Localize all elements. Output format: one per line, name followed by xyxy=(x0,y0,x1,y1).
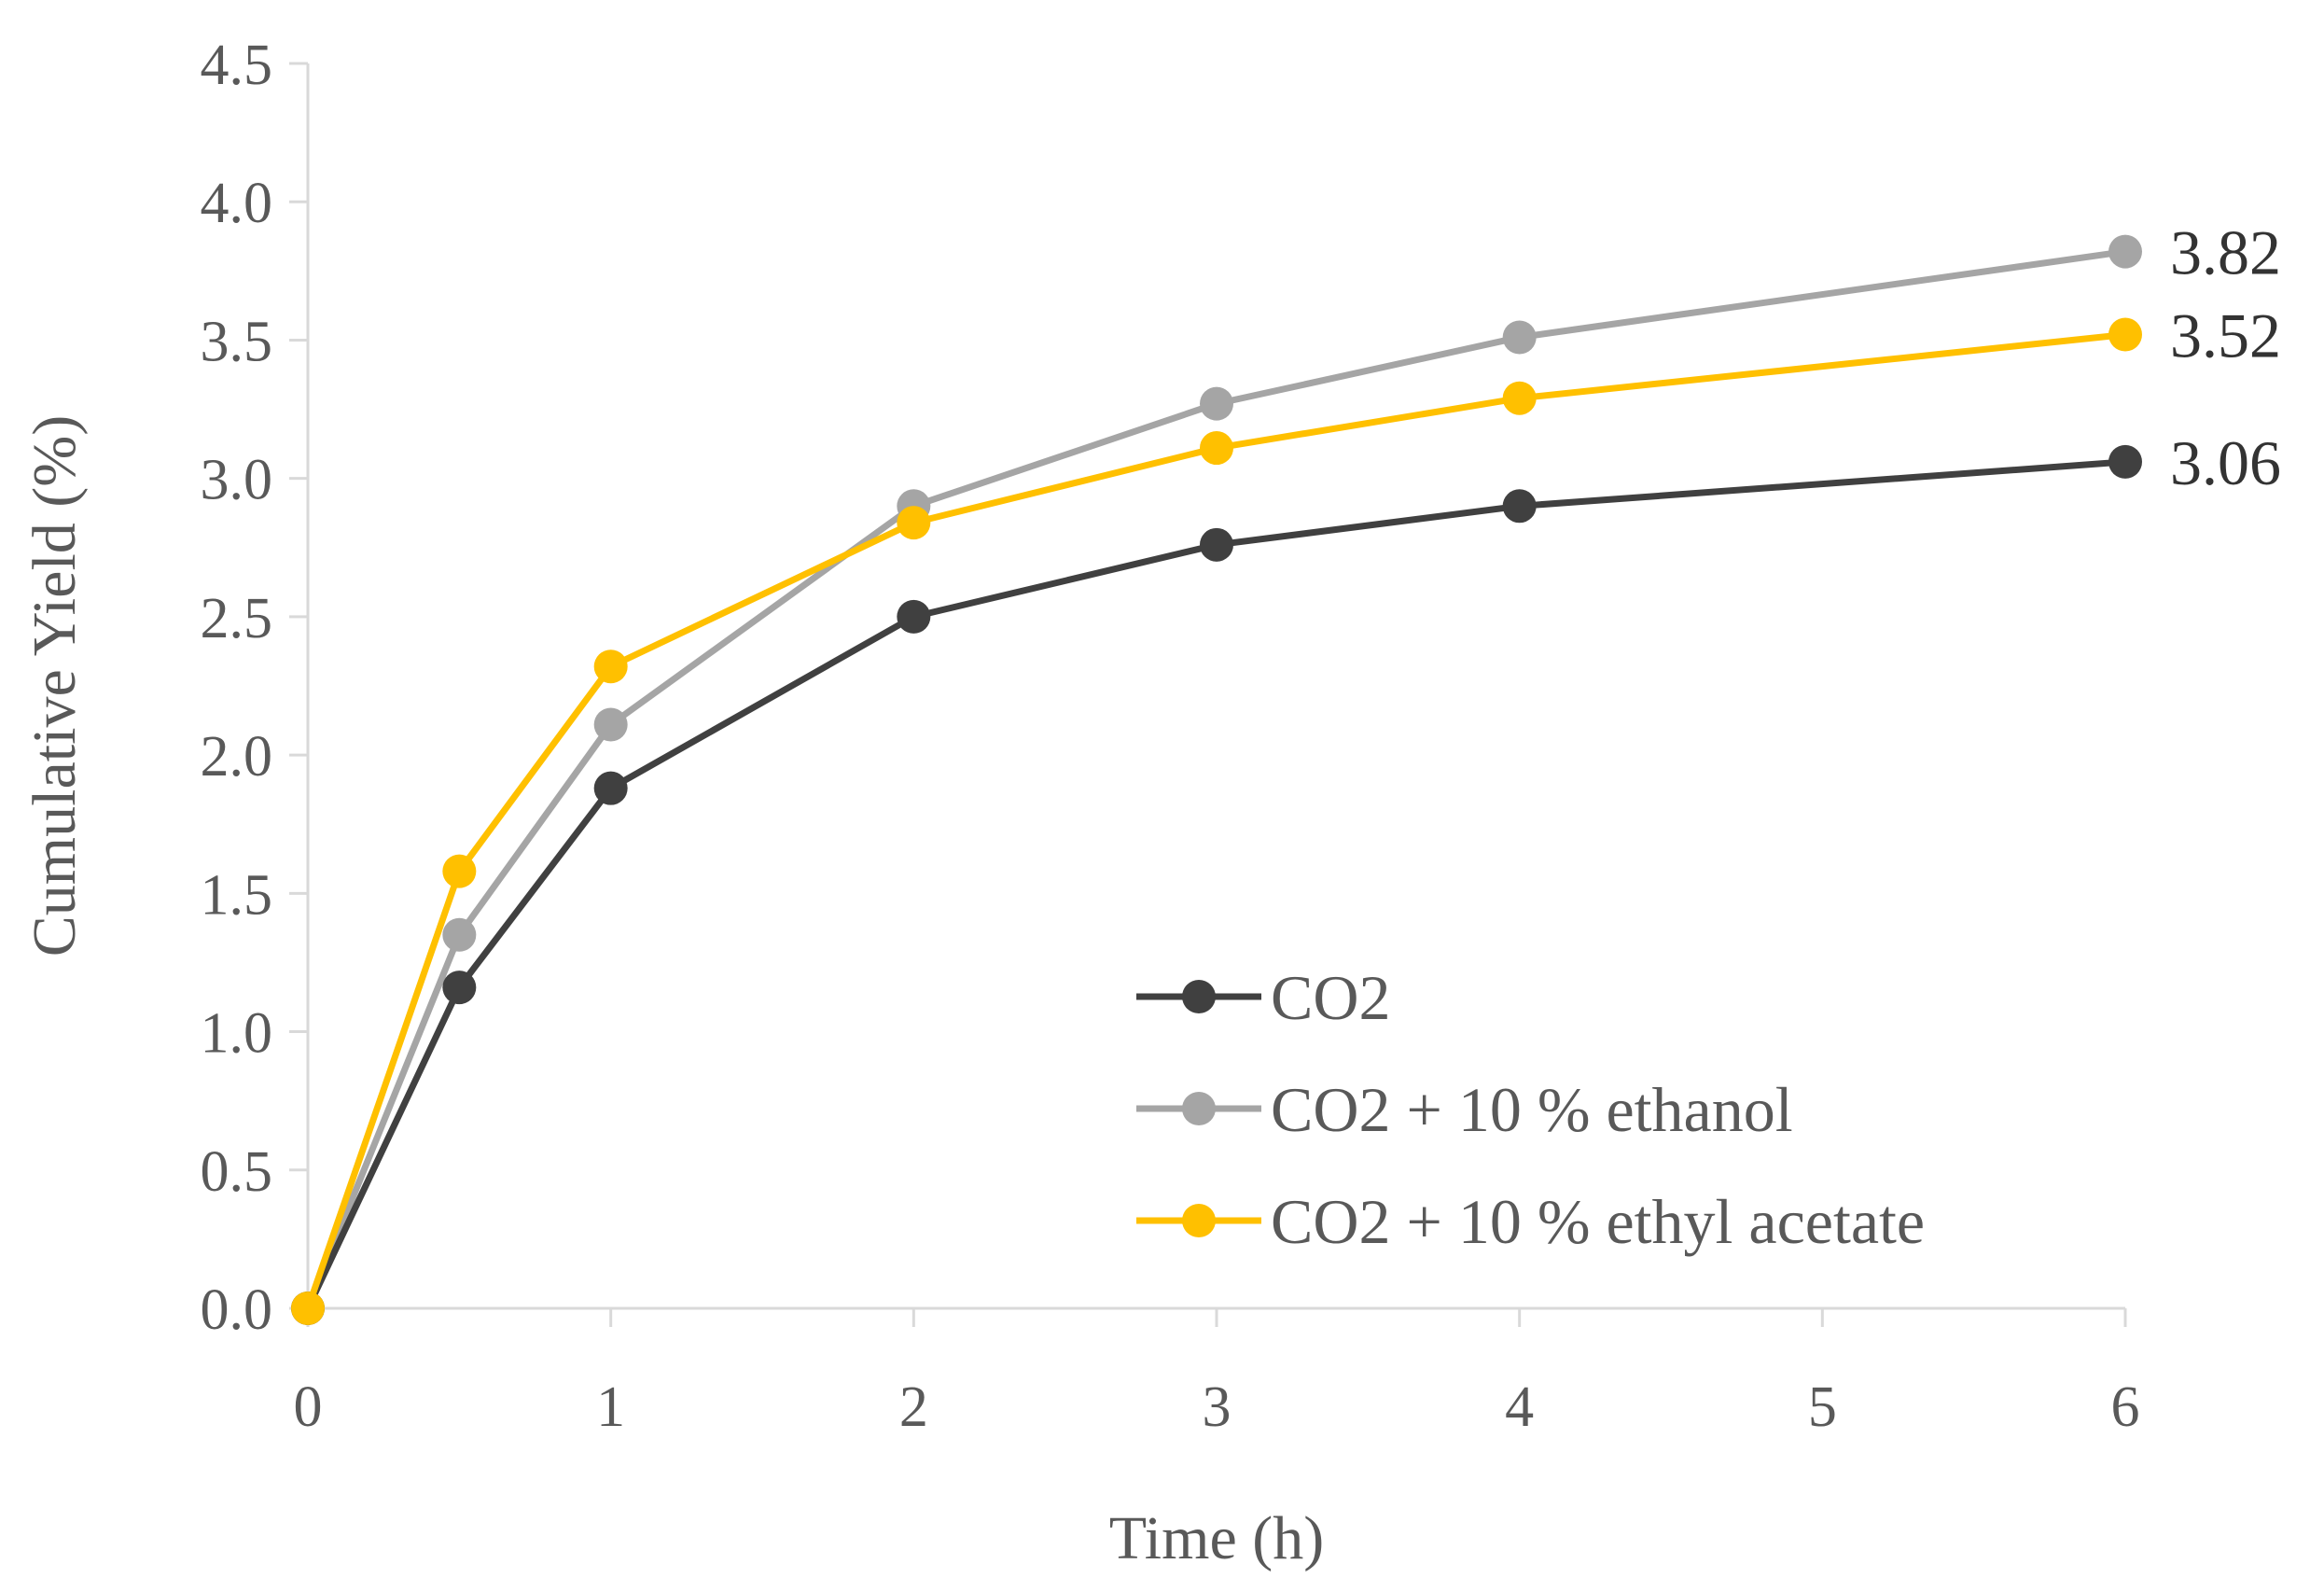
data-point xyxy=(897,506,931,540)
series-2 xyxy=(291,317,2142,1325)
data-point xyxy=(291,1292,325,1325)
data-point xyxy=(1200,527,1233,562)
series-1 xyxy=(291,234,2142,1325)
y-tick-label: 2.5 xyxy=(201,587,273,650)
x-tick-label: 3 xyxy=(1203,1376,1232,1439)
y-tick-label: 1.5 xyxy=(201,863,273,927)
data-point xyxy=(442,854,477,888)
data-point xyxy=(442,971,477,1005)
y-tick-label: 0.5 xyxy=(201,1140,273,1204)
legend-label: CO2 + 10 % ethyl acetate xyxy=(1271,1186,1925,1257)
data-point xyxy=(2108,234,2142,269)
x-axis-title: Time (h) xyxy=(1109,1504,1324,1572)
legend-marker xyxy=(1182,980,1216,1013)
data-point xyxy=(593,771,628,805)
legend: CO2 CO2 + 10 % ethanol CO2 + 10 % ethyl ac… xyxy=(1136,962,1925,1257)
data-point xyxy=(2108,444,2142,479)
legend-marker xyxy=(1182,1204,1216,1237)
y-tick-label: 2.0 xyxy=(201,725,273,789)
legend-label: CO2 + 10 % ethanol xyxy=(1271,1074,1793,1145)
x-tick-label: 1 xyxy=(596,1376,625,1439)
data-point xyxy=(1200,386,1233,421)
y-tick-label: 3.5 xyxy=(201,310,273,373)
data-point xyxy=(1502,320,1537,355)
data-point xyxy=(897,599,931,634)
axes: 0.0 0.5 1.0 1.5 2.0 2.5 3.0 3.5 4.0 4.5 0 1 2 3 4 5 6 xyxy=(201,34,2140,1439)
y-tick-label: 0.0 xyxy=(201,1278,273,1342)
x-tick-label: 2 xyxy=(899,1376,928,1439)
legend-marker xyxy=(1182,1092,1216,1125)
data-point xyxy=(593,649,628,684)
series-group xyxy=(291,234,2142,1325)
data-label: 3.06 xyxy=(2170,427,2281,498)
x-tick-label: 0 xyxy=(294,1376,323,1439)
data-label: 3.82 xyxy=(2170,217,2281,288)
legend-item: CO2 + 10 % ethanol xyxy=(1136,1074,1793,1145)
data-point xyxy=(1200,431,1233,466)
x-tick-label: 6 xyxy=(2111,1376,2140,1439)
x-tick-label: 5 xyxy=(1808,1376,1837,1439)
data-point xyxy=(1502,381,1537,415)
y-tick-label: 1.0 xyxy=(201,1002,273,1066)
data-point xyxy=(1502,489,1537,524)
series-line xyxy=(304,458,2126,1310)
x-tick-label: 4 xyxy=(1505,1376,1534,1439)
legend-item: CO2 xyxy=(1136,962,1390,1033)
legend-label: CO2 xyxy=(1271,962,1390,1033)
y-axis-title: Cumulative Yield (%) xyxy=(21,415,89,957)
data-point xyxy=(2108,317,2142,352)
data-point xyxy=(442,917,477,952)
data-label: 3.52 xyxy=(2170,300,2281,371)
y-tick-label: 4.0 xyxy=(201,172,273,235)
data-point xyxy=(593,707,628,742)
y-tick-label: 4.5 xyxy=(201,34,273,97)
legend-item: CO2 + 10 % ethyl acetate xyxy=(1136,1186,1925,1257)
data-labels: 3.82 3.06 3.52 xyxy=(2170,217,2281,498)
y-tick-label: 3.0 xyxy=(201,449,273,512)
